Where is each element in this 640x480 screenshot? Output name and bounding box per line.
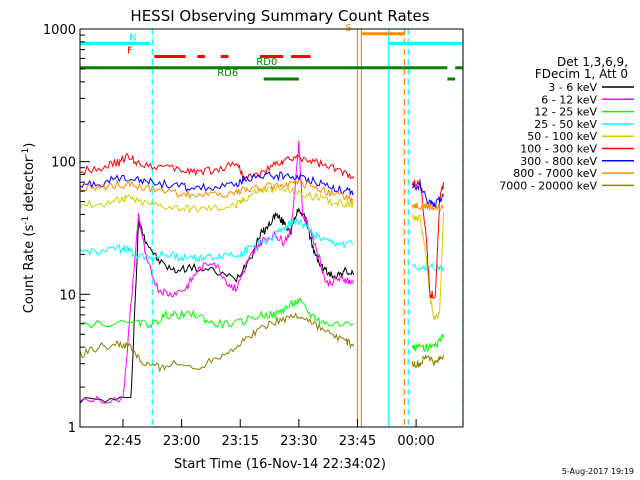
- series-line-5-segment-0: [79, 152, 355, 183]
- legend-label-3: 25 - 50 keV: [534, 118, 597, 131]
- series-line-3-segment-0: [79, 217, 354, 263]
- plot-frame: [79, 28, 464, 428]
- y-axis-label-sup1: -1: [21, 216, 31, 225]
- x-axis-label: Start Time (16-Nov-14 22:34:02): [174, 457, 386, 472]
- x-tick-label-4: 23:45: [339, 434, 376, 449]
- x-tick-label-3: 23:30: [280, 434, 317, 449]
- x-tick-label-2: 23:15: [222, 434, 259, 449]
- legend-header-line-2: FDecim 1, Att 0: [535, 67, 628, 81]
- x-tick-label-0: 22:45: [104, 434, 141, 449]
- legend-label-7: 800 - 7000 keV: [513, 167, 597, 180]
- legend-label-6: 300 - 800 keV: [520, 155, 597, 168]
- y-axis-label-sup2: -1: [21, 148, 31, 157]
- y-axis: 1 10 100 1000: [43, 23, 90, 436]
- legend-label-1: 6 - 12 keV: [541, 93, 597, 106]
- y-axis-label: Count Rate (s-1 detector-1): [21, 143, 37, 314]
- legend-label-0: 3 - 6 keV: [548, 81, 597, 94]
- y-axis-label-mid: detector: [22, 156, 37, 216]
- series-line-8-segment-0: [79, 312, 355, 373]
- series-line-7-segment-0: [79, 178, 354, 203]
- footer-timestamp: 5-Aug-2017 19:19: [562, 467, 634, 476]
- series-line-5-segment-1: [411, 179, 444, 299]
- annotation-f: F: [127, 46, 133, 57]
- x-tick-label-1: 23:00: [163, 434, 200, 449]
- plot-area: NF RD0 RD6 S: [79, 23, 464, 427]
- legend-label-2: 12 - 25 keV: [534, 106, 597, 119]
- x-tick-label-5: 00:00: [397, 434, 434, 449]
- series-line-6-segment-1: [412, 180, 444, 208]
- series-line-2-segment-1: [411, 332, 444, 353]
- annotation-n: N: [129, 32, 136, 43]
- chart-title: HESSI Observing Summary Count Rates: [130, 7, 429, 25]
- legend-label-8: 7000 - 20000 keV: [499, 179, 597, 192]
- legend-label-5: 100 - 300 keV: [520, 143, 597, 156]
- series-line-7-segment-1: [411, 201, 444, 212]
- series-line-6-segment-0: [79, 171, 354, 196]
- annotation-rd0: RD0: [256, 57, 277, 68]
- x-axis: 22:45 23:00 23:15 23:30 23:45 00:00: [104, 419, 435, 449]
- series-line-4-segment-0: [79, 183, 355, 214]
- series-line-1-segment-0: [79, 140, 355, 404]
- y-tick-label-0: 1: [68, 421, 76, 436]
- annotation-rd6: RD6: [217, 68, 238, 79]
- series-line-8-segment-1: [411, 353, 444, 368]
- legend: Det 1,3,6,9, FDecim 1, Att 0 3 - 6 keV6 …: [499, 55, 634, 192]
- y-tick-label-2: 100: [51, 156, 76, 171]
- y-axis-label-main: Count Rate (s: [22, 225, 37, 314]
- series-line-0-segment-0: [79, 207, 355, 404]
- y-axis-label-end: ): [22, 143, 37, 148]
- series-line-2-segment-0: [79, 296, 354, 329]
- series-line-3-segment-1: [412, 262, 444, 273]
- legend-label-4: 50 - 100 keV: [527, 130, 597, 143]
- annotation-s: S: [345, 23, 351, 34]
- legend-header-line-1: Det 1,3,6,9,: [557, 55, 628, 69]
- y-tick-label-3: 1000: [43, 23, 76, 38]
- y-tick-label-1: 10: [59, 288, 76, 303]
